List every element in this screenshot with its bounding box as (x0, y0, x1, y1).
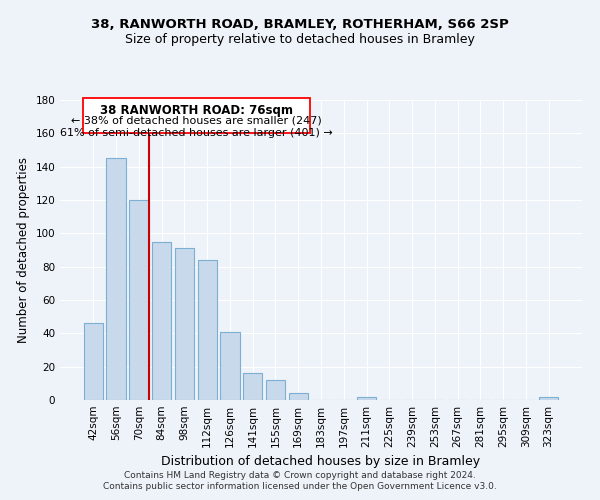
Bar (243, 374, 262, 400)
FancyBboxPatch shape (83, 98, 310, 132)
Text: Contains public sector information licensed under the Open Government Licence v3: Contains public sector information licen… (103, 482, 497, 491)
Bar (106, 158, 126, 400)
Text: 38, RANWORTH ROAD, BRAMLEY, ROTHERHAM, S66 2SP: 38, RANWORTH ROAD, BRAMLEY, ROTHERHAM, S… (91, 18, 509, 30)
X-axis label: Distribution of detached houses by size in Bramley: Distribution of detached houses by size … (161, 456, 481, 468)
Bar (357, 396, 376, 400)
Text: 38 RANWORTH ROAD: 76sqm: 38 RANWORTH ROAD: 76sqm (100, 104, 293, 117)
Bar (129, 200, 149, 400)
Text: Size of property relative to detached houses in Bramley: Size of property relative to detached ho… (125, 32, 475, 46)
Bar (152, 242, 172, 400)
Bar (197, 260, 217, 400)
Y-axis label: Number of detached properties: Number of detached properties (17, 157, 30, 343)
Text: 61% of semi-detached houses are larger (401) →: 61% of semi-detached houses are larger (… (60, 128, 333, 138)
Text: ← 38% of detached houses are smaller (247): ← 38% of detached houses are smaller (24… (71, 116, 322, 126)
Bar (175, 248, 194, 400)
Bar (84, 324, 103, 400)
Text: Contains HM Land Registry data © Crown copyright and database right 2024.: Contains HM Land Registry data © Crown c… (124, 471, 476, 480)
Bar (220, 332, 239, 400)
Bar (539, 396, 558, 400)
Bar (289, 394, 308, 400)
Bar (266, 380, 285, 400)
